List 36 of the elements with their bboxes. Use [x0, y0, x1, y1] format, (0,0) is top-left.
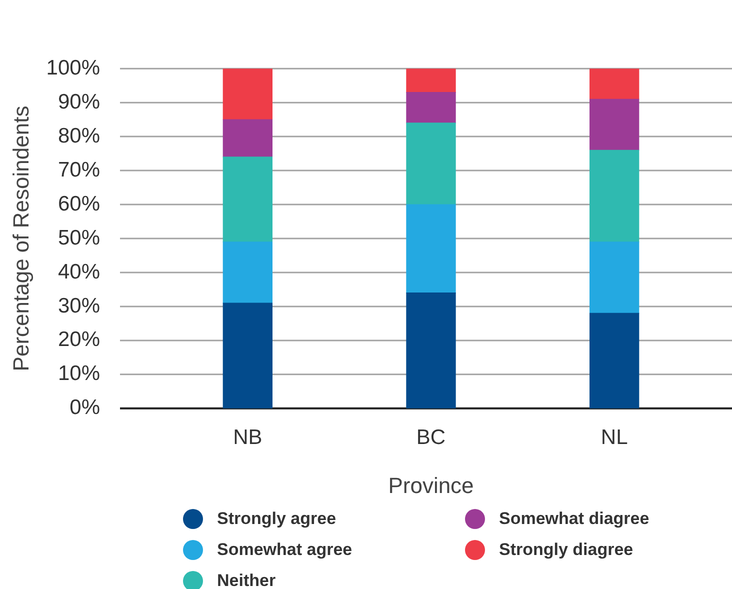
legend-label: Somewhat diagree — [499, 509, 650, 528]
bar — [590, 242, 640, 314]
y-tick-label: 70% — [58, 158, 100, 182]
bar — [590, 98, 640, 150]
x-tick-label: NB — [233, 426, 262, 449]
y-tick-label: 100% — [46, 56, 100, 80]
y-tick-label: 50% — [58, 226, 100, 250]
bar — [406, 204, 456, 294]
bar — [222, 68, 272, 120]
bar — [590, 150, 640, 242]
bar — [406, 92, 456, 124]
legend-label: Neither — [217, 571, 276, 589]
bar — [590, 68, 640, 100]
y-tick-label: 60% — [58, 192, 100, 216]
y-axis-title: Percentage of Resoindents — [8, 106, 34, 372]
bar — [222, 119, 272, 158]
y-tick-label: 10% — [58, 362, 100, 386]
legend-label: Somewhat agree — [217, 540, 352, 559]
y-tick-label: 80% — [58, 124, 100, 148]
y-tick-label: 90% — [58, 90, 100, 114]
bar — [222, 156, 272, 242]
x-tick-label: BC — [416, 426, 446, 449]
y-tick-label: 30% — [58, 294, 100, 318]
bar — [406, 122, 456, 205]
bar — [222, 242, 272, 304]
bar — [590, 312, 640, 408]
legend-label: Strongly agree — [217, 509, 336, 528]
x-tick-label: NL — [600, 426, 628, 449]
y-tick-label: 0% — [70, 396, 100, 420]
x-axis-title: Province — [388, 472, 474, 498]
bar — [406, 68, 456, 93]
y-tick-label: 40% — [58, 260, 100, 284]
bar — [222, 302, 272, 408]
y-tick-label: 20% — [58, 328, 100, 352]
bar — [406, 292, 456, 408]
legend-label: Strongly diagree — [499, 540, 634, 559]
